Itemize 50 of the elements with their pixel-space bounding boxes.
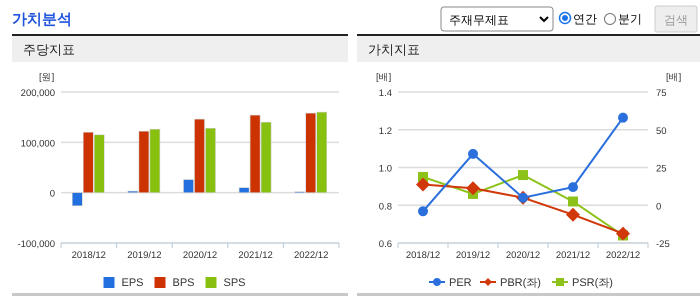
- legend-label: PER: [449, 277, 472, 289]
- legend-label: BPS: [172, 277, 195, 289]
- x-tick-label: 2018/12: [72, 250, 106, 261]
- y-tick-label: 0.6: [378, 239, 392, 250]
- y-tick-label: 100,000: [20, 138, 55, 150]
- y2-tick-label: 25: [656, 164, 667, 174]
- text: 가치분석: [12, 11, 72, 28]
- point: [566, 208, 580, 222]
- legend-label: PSR(좌): [572, 277, 613, 289]
- point: [418, 206, 428, 216]
- point: [518, 170, 528, 180]
- x-tick-label: 2021/12: [556, 250, 590, 261]
- y-tick-label: 200,000: [20, 88, 55, 99]
- point: [416, 177, 430, 192]
- y-axis-title: [원]: [39, 72, 54, 83]
- y2-tick-label: -25: [656, 239, 670, 250]
- x-tick-label: 2021/12: [238, 250, 273, 261]
- y-tick-label: -100,000: [17, 239, 55, 250]
- point: [468, 148, 478, 159]
- text: 연간: [573, 12, 597, 26]
- point: [568, 182, 578, 192]
- y-tick-label: 0.8: [378, 201, 392, 212]
- chart-title: 가치지표: [368, 42, 420, 57]
- legend-label: EPS: [122, 277, 144, 289]
- x-tick-label: 2022/12: [294, 250, 328, 261]
- x-tick-label: 2018/12: [406, 250, 440, 261]
- y2-axis-title: [배]: [666, 72, 682, 83]
- y-axis-title: [배]: [376, 72, 392, 83]
- x-tick-label: 2020/12: [182, 250, 218, 261]
- y-tick-label: 0: [50, 188, 55, 200]
- y2-tick-label: 75: [656, 88, 667, 99]
- point: [616, 226, 630, 241]
- y-tick-label: 1.2: [378, 126, 392, 137]
- x-tick-label: 2022/12: [606, 250, 640, 261]
- text: 분기: [618, 12, 642, 26]
- x-tick-label: 2020/12: [506, 250, 540, 261]
- text: 주재무제표: [449, 13, 509, 27]
- legend-label: PBR(좌): [500, 277, 541, 289]
- x-tick-label: 2019/12: [127, 250, 162, 261]
- chart-title: 주당지표: [23, 42, 75, 57]
- y-tick-label: 1.4: [378, 88, 392, 99]
- y2-tick-label: 0: [656, 201, 662, 212]
- text: 검색: [664, 13, 688, 27]
- x-tick-label: 2019/12: [456, 250, 490, 261]
- y-tick-label: 1.0: [378, 164, 392, 174]
- point: [568, 196, 578, 206]
- point: [466, 181, 480, 196]
- y2-tick-label: 50: [656, 126, 667, 137]
- legend-label: SPS: [224, 277, 246, 289]
- point: [618, 112, 628, 123]
